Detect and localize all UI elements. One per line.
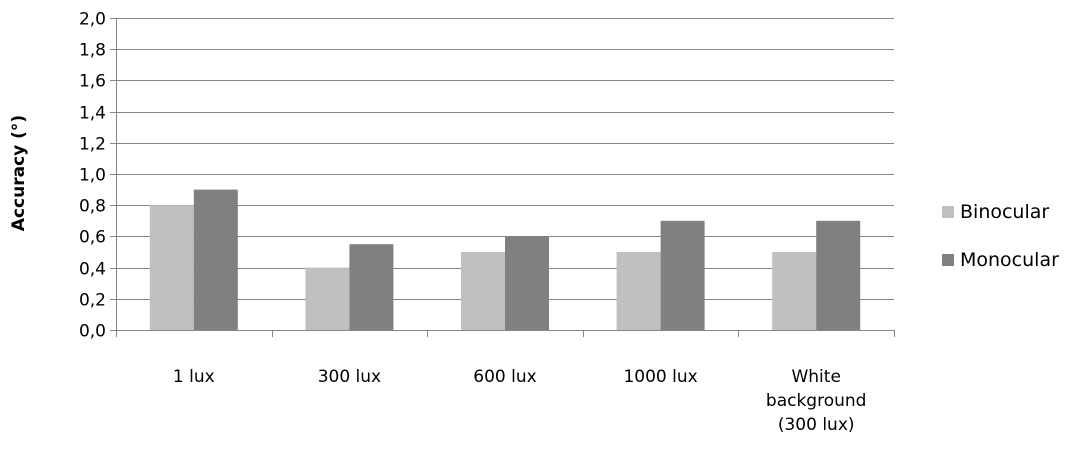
bar-binocular-5 [772,252,817,330]
bar-binocular-2 [305,267,350,330]
bar-monocular-4 [660,220,705,330]
legend-swatch-binocular [942,206,954,218]
bar-monocular-2 [349,244,394,330]
x-category-label: 1000 lux [623,367,697,387]
x-category-label: White background (300 lux) [766,367,867,435]
y-tick-label: 1,0 [79,166,106,186]
grid-lines [116,18,894,300]
y-tick-label: 0,4 [79,260,106,280]
axes [110,18,895,337]
y-tick-label: 0,8 [79,197,106,217]
y-tick-label: 1,8 [79,41,106,61]
x-category-label: 600 lux [473,367,536,387]
x-category-labels: 1 lux 300 lux 600 lux 1000 lux White backgrou… [173,367,867,435]
x-category-label-line: (300 lux) [778,415,855,435]
bar-binocular-1 [149,205,194,330]
x-category-label-line: 600 lux [473,367,536,387]
y-tick-label: 1,2 [79,135,106,155]
x-category-label-line: 1000 lux [623,367,697,387]
bars [149,189,861,330]
bar-monocular-5 [816,220,861,330]
y-tick-label: 0,0 [79,322,106,342]
x-category-label: 1 lux [173,367,215,387]
x-category-label: 300 lux [318,367,381,387]
y-tick-labels: 0,0 0,2 0,4 0,6 0,8 1,0 1,2 1,4 1,6 1,8 2,0 [79,10,106,342]
y-axis-title: Accuracy (°) [9,115,29,231]
bar-monocular-1 [193,189,238,330]
y-tick-label: 2,0 [79,10,106,30]
bar-binocular-4 [616,252,661,330]
legend-label-monocular: Monocular [960,249,1059,271]
x-category-label-line: background [766,391,867,411]
bar-binocular-3 [461,252,505,330]
legend-swatch-monocular [942,254,954,266]
x-category-label-line: 1 lux [173,367,215,387]
x-category-label-line: 300 lux [318,367,381,387]
bar-monocular-3 [505,236,549,330]
y-tick-label: 0,2 [79,291,106,311]
y-tick-label: 1,6 [79,72,106,92]
x-category-label-line: White [791,367,840,387]
y-tick-label: 1,4 [79,104,106,124]
legend: Binocular Monocular [942,201,1059,271]
legend-label-binocular: Binocular [960,201,1049,223]
y-tick-label: 0,6 [79,228,106,248]
